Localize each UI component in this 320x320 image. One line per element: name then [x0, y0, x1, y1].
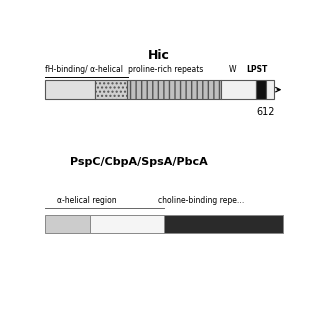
- Bar: [256, 80, 266, 99]
- Bar: [127, 80, 221, 99]
- Bar: [45, 80, 95, 99]
- Bar: [164, 215, 283, 233]
- Bar: [90, 215, 164, 233]
- Text: proline-rich repeats: proline-rich repeats: [128, 65, 203, 74]
- Bar: [221, 80, 256, 99]
- Text: W: W: [228, 65, 236, 74]
- Text: PspC/CbpA/SpsA/PbcA: PspC/CbpA/SpsA/PbcA: [70, 156, 208, 167]
- Text: choline-binding repe…: choline-binding repe…: [158, 196, 244, 205]
- Text: LPST: LPST: [246, 65, 268, 74]
- Text: fH-binding/ α-helical: fH-binding/ α-helical: [45, 65, 123, 74]
- Text: 612: 612: [256, 108, 275, 117]
- Bar: [95, 80, 127, 99]
- Text: α-helical region: α-helical region: [57, 196, 117, 205]
- Bar: [266, 80, 274, 99]
- Bar: [45, 215, 90, 233]
- Text: Hic: Hic: [148, 49, 170, 62]
